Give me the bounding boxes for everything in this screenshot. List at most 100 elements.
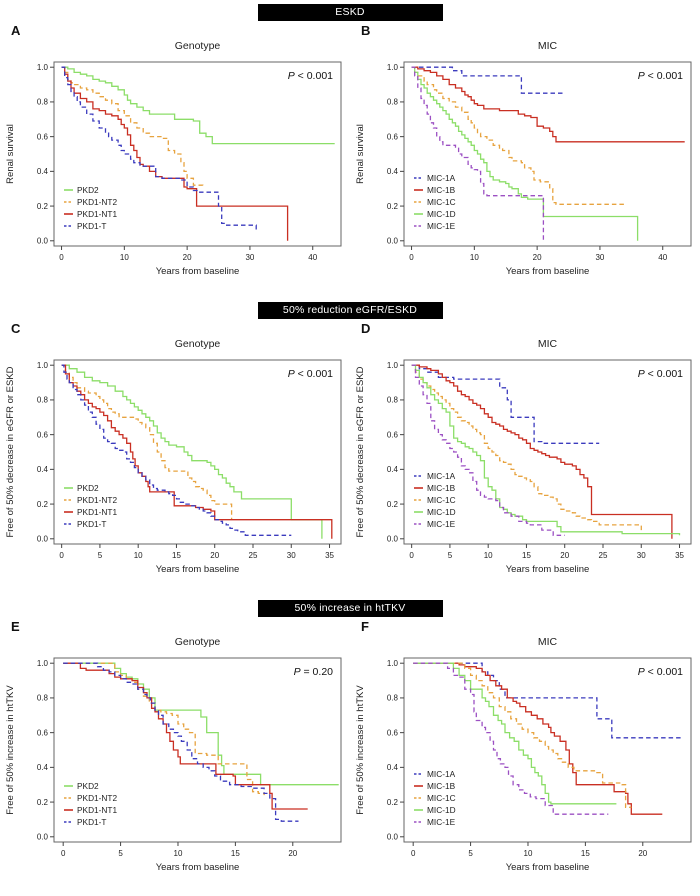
x-tick-label: 25 bbox=[249, 551, 258, 560]
plot-box bbox=[53, 61, 342, 247]
y-tick-label: 0.8 bbox=[37, 694, 49, 703]
legend-label-MIC-1D: MIC-1D bbox=[427, 507, 456, 517]
km-curve-PKD2 bbox=[63, 662, 339, 786]
panel-c: C Genotype 0.0 0.2 0.4 0.6 0.8 1.0 0 5 10 15 20 25 30… bbox=[0, 319, 350, 590]
section-egfr: 50% reduction eGFR/ESKD C Genotype 0.0 0.2… bbox=[0, 298, 700, 596]
km-curve-MIC-1B bbox=[411, 364, 673, 539]
legend-label-PKD1-T: PKD1-T bbox=[77, 221, 107, 231]
p-value-label: P < 0.001 bbox=[288, 70, 333, 82]
legend-label-MIC-1E: MIC-1E bbox=[427, 817, 456, 827]
panel-title: MIC bbox=[538, 636, 558, 648]
p-value-label: P < 0.001 bbox=[638, 368, 683, 380]
legend-label-PKD2: PKD2 bbox=[77, 483, 99, 493]
x-tick-label: 0 bbox=[59, 253, 64, 262]
km-curve-PKD2 bbox=[61, 364, 323, 539]
y-tick-label: 0.2 bbox=[387, 500, 399, 509]
legend-label-MIC-1C: MIC-1C bbox=[427, 495, 456, 505]
y-tick-label: 0.0 bbox=[387, 535, 399, 544]
x-tick-label: 40 bbox=[658, 253, 667, 262]
y-tick-label: 0.2 bbox=[37, 798, 49, 807]
legend-label-PKD1-NT2: PKD1-NT2 bbox=[77, 793, 117, 803]
x-tick-label: 15 bbox=[522, 551, 531, 560]
x-axis-label: Years from baseline bbox=[156, 266, 240, 277]
x-tick-label: 0 bbox=[409, 551, 414, 560]
y-tick-label: 0.0 bbox=[37, 833, 49, 842]
km-curve-MIC-1B bbox=[411, 66, 685, 143]
km-plot-f: MIC 0.0 0.2 0.4 0.6 0.8 1.0 0 5 10 15 20 Years from … bbox=[355, 636, 692, 873]
panel-f: F MIC 0.0 0.2 0.4 0.6 0.8 1.0 0 5 10 15 20 Years fro… bbox=[350, 617, 700, 888]
p-value-label: P < 0.001 bbox=[638, 70, 683, 82]
legend-label-MIC-1D: MIC-1D bbox=[427, 209, 456, 219]
y-tick-label: 0.4 bbox=[387, 465, 399, 474]
x-tick-label: 30 bbox=[637, 551, 646, 560]
y-tick-label: 0.2 bbox=[37, 500, 49, 509]
y-tick-label: 0.2 bbox=[387, 202, 399, 211]
km-curve-PKD1-NT1 bbox=[63, 662, 308, 810]
y-tick-label: 0.6 bbox=[37, 430, 49, 439]
x-tick-label: 30 bbox=[595, 253, 604, 262]
legend-label-PKD1-NT1: PKD1-NT1 bbox=[77, 209, 117, 219]
panel-title: MIC bbox=[538, 40, 558, 52]
p-value-label: P = 0.20 bbox=[294, 666, 334, 678]
y-tick-label: 0.6 bbox=[37, 728, 49, 737]
y-tick-label: 0.8 bbox=[387, 396, 399, 405]
y-tick-label: 0.2 bbox=[37, 202, 49, 211]
legend-label-PKD1-NT2: PKD1-NT2 bbox=[77, 495, 117, 505]
km-curve-MIC-1C bbox=[413, 662, 632, 808]
panel-letter-a: A bbox=[11, 23, 21, 38]
legend-label-MIC-1A: MIC-1A bbox=[427, 769, 456, 779]
x-tick-label: 10 bbox=[524, 849, 533, 858]
section-header-eskd: ESKD bbox=[257, 4, 443, 21]
plot-box bbox=[53, 359, 342, 545]
y-tick-label: 0.8 bbox=[37, 396, 49, 405]
y-tick-label: 0.4 bbox=[37, 465, 49, 474]
section-header-egfr: 50% reduction eGFR/ESKD bbox=[257, 302, 443, 319]
y-tick-label: 0.8 bbox=[387, 98, 399, 107]
legend-label-MIC-1B: MIC-1B bbox=[427, 781, 456, 791]
km-curve-PKD1-T bbox=[61, 364, 292, 536]
section-header-wrap: 50% reduction eGFR/ESKD bbox=[0, 302, 700, 319]
x-tick-label: 10 bbox=[134, 551, 143, 560]
legend-label-MIC-1E: MIC-1E bbox=[427, 221, 456, 231]
x-axis-label: Years from baseline bbox=[156, 564, 240, 575]
x-tick-label: 0 bbox=[411, 849, 416, 858]
section-header-wrap: ESKD bbox=[0, 4, 700, 21]
km-curve-MIC-1E bbox=[413, 662, 609, 815]
x-axis-label: Years from baseline bbox=[506, 862, 590, 873]
y-tick-label: 1.0 bbox=[37, 361, 49, 370]
y-tick-label: 0.6 bbox=[387, 728, 399, 737]
legend-label-MIC-1A: MIC-1A bbox=[427, 471, 456, 481]
y-tick-label: 1.0 bbox=[37, 659, 49, 668]
y-axis-label: Free of 50% increase in htTKV bbox=[5, 685, 16, 815]
panels-row-2: C Genotype 0.0 0.2 0.4 0.6 0.8 1.0 0 5 10 15 20 25 30… bbox=[0, 319, 700, 590]
legend-label-MIC-1B: MIC-1B bbox=[427, 185, 456, 195]
section-header-wrap: 50% increase in htTKV bbox=[0, 600, 700, 617]
x-tick-label: 5 bbox=[118, 849, 123, 858]
y-tick-label: 1.0 bbox=[387, 361, 399, 370]
km-curve-MIC-1E bbox=[411, 66, 545, 241]
y-tick-label: 1.0 bbox=[387, 63, 399, 72]
km-plot-c: Genotype 0.0 0.2 0.4 0.6 0.8 1.0 0 5 10 15 20 25 30 35… bbox=[5, 338, 342, 575]
legend-label-MIC-1E: MIC-1E bbox=[427, 519, 456, 529]
km-curve-MIC-1C bbox=[411, 364, 642, 531]
panel-a: A Genotype 0.0 0.2 0.4 0.6 0.8 1.0 0 10 20 30 40 Yea… bbox=[0, 21, 350, 292]
km-curve-MIC-1D bbox=[411, 66, 639, 241]
y-tick-label: 0.4 bbox=[387, 167, 399, 176]
y-tick-label: 1.0 bbox=[387, 659, 399, 668]
x-axis-label: Years from baseline bbox=[506, 266, 590, 277]
x-tick-label: 20 bbox=[638, 849, 647, 858]
x-tick-label: 40 bbox=[308, 253, 317, 262]
y-tick-label: 0.6 bbox=[387, 132, 399, 141]
y-tick-label: 0.4 bbox=[37, 763, 49, 772]
section-header-httkv: 50% increase in htTKV bbox=[257, 600, 443, 617]
legend-label-PKD2: PKD2 bbox=[77, 185, 99, 195]
x-tick-label: 35 bbox=[325, 551, 334, 560]
panel-d: D MIC 0.0 0.2 0.4 0.6 0.8 1.0 0 5 10 15 20 25 30 35 Yea… bbox=[350, 319, 700, 590]
legend-label-MIC-1A: MIC-1A bbox=[427, 173, 456, 183]
legend-label-PKD1-NT1: PKD1-NT1 bbox=[77, 507, 117, 517]
y-axis-label: Free of 50% decrease in eGFR or ESKD bbox=[355, 366, 366, 537]
y-tick-label: 0.4 bbox=[37, 167, 49, 176]
km-curve-MIC-1B bbox=[413, 662, 663, 815]
panel-letter-d: D bbox=[361, 321, 371, 336]
plot-box bbox=[403, 359, 692, 545]
